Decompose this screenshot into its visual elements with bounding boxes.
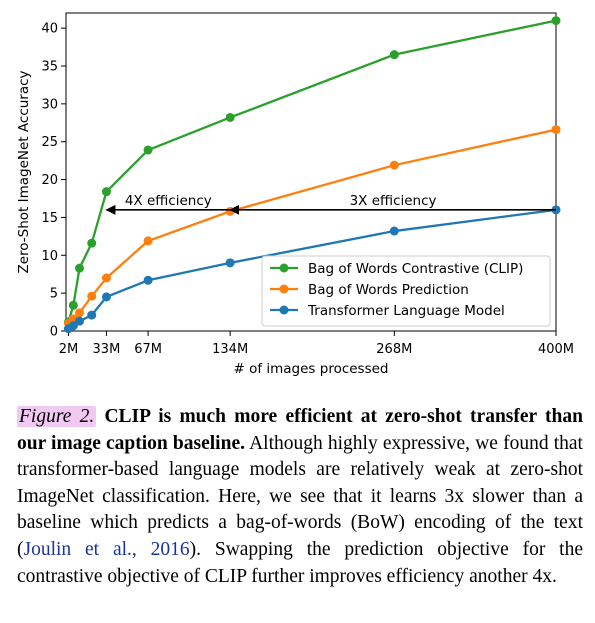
x-tick-label: 67M (134, 342, 162, 357)
legend-label: Transformer Language Model (307, 303, 505, 319)
y-axis-ticks: 0 5 10 15 20 25 30 35 40 (41, 22, 66, 340)
legend-item: Bag of Words Prediction (270, 282, 469, 298)
series (63, 205, 561, 334)
data-point (74, 308, 84, 318)
efficiency-chart: 0 5 10 15 20 25 30 35 40 2M 33M 67M 134M 268M 400M # … (16, 12, 574, 377)
data-point (74, 263, 84, 273)
plot-frame (65, 12, 557, 332)
series-layer (63, 16, 561, 334)
x-tick-label: 33M (93, 342, 121, 357)
legend-item: Bag of Words Contrastive (CLIP) (270, 261, 523, 277)
x-axis-ticks: 2M 33M 67M 134M 268M 400M (59, 331, 574, 357)
data-point (225, 112, 235, 122)
figure-label: Figure 2. (17, 406, 97, 427)
data-point (389, 160, 399, 170)
data-point (551, 16, 561, 26)
citation-link[interactable]: Joulin et al., 2016 (23, 538, 190, 560)
x-axis-label: # of images processed (233, 361, 388, 377)
legend-swatch-marker (279, 284, 289, 294)
data-point (101, 292, 111, 302)
data-point (143, 275, 153, 285)
data-point (551, 125, 561, 135)
caption-bold-text: CLIP is much more efficient at zero-shot… (17, 406, 583, 454)
data-point (225, 206, 235, 216)
data-point (68, 321, 78, 331)
data-point (87, 238, 97, 248)
legend-box (261, 255, 551, 327)
y-tick-label: 10 (41, 249, 58, 264)
y-axis-label: Zero-Shot ImageNet Accuracy (16, 70, 32, 273)
y-tick-label: 20 (41, 173, 58, 188)
legend-label: Bag of Words Contrastive (CLIP) (308, 261, 523, 277)
y-tick-label: 5 (50, 287, 58, 302)
data-point (101, 187, 111, 197)
efficiency-label: 3X efficiency (350, 193, 437, 209)
data-point (143, 236, 153, 246)
y-tick-label: 0 (50, 325, 58, 340)
annotation-layer: 4X efficiency 3X efficiency (105, 193, 556, 215)
y-tick-label: 30 (41, 97, 58, 112)
data-point (389, 50, 399, 60)
data-point (101, 273, 111, 283)
legend-swatch-marker (279, 263, 289, 273)
caption-body-text: Although highly expressive, we found tha… (17, 432, 583, 560)
data-point (74, 316, 84, 326)
y-tick-label: 35 (41, 60, 58, 75)
x-tick-label: 400M (538, 342, 574, 357)
legend-label: Bag of Words Prediction (308, 282, 469, 298)
y-tick-label: 15 (41, 211, 58, 226)
data-point (225, 258, 235, 268)
x-tick-label: 134M (212, 342, 248, 357)
x-tick-label: 2M (59, 342, 79, 357)
legend-item: Transformer Language Model (270, 303, 505, 319)
data-point (68, 300, 78, 310)
efficiency-label: 4X efficiency (125, 193, 212, 209)
y-tick-label: 40 (41, 22, 58, 37)
caption-tail-text: ). Swapping the prediction objective for… (17, 538, 583, 587)
data-point (87, 291, 97, 301)
x-tick-label: 268M (376, 342, 412, 357)
data-point (143, 145, 153, 155)
legend-swatch-marker (279, 305, 289, 315)
figure-caption: Figure 2. CLIP is much more efficient at… (17, 404, 583, 590)
legend: Bag of Words Contrastive (CLIP) Bag of Wo… (261, 255, 551, 327)
data-point (87, 310, 97, 320)
data-point (389, 226, 399, 236)
y-tick-label: 25 (41, 135, 58, 150)
